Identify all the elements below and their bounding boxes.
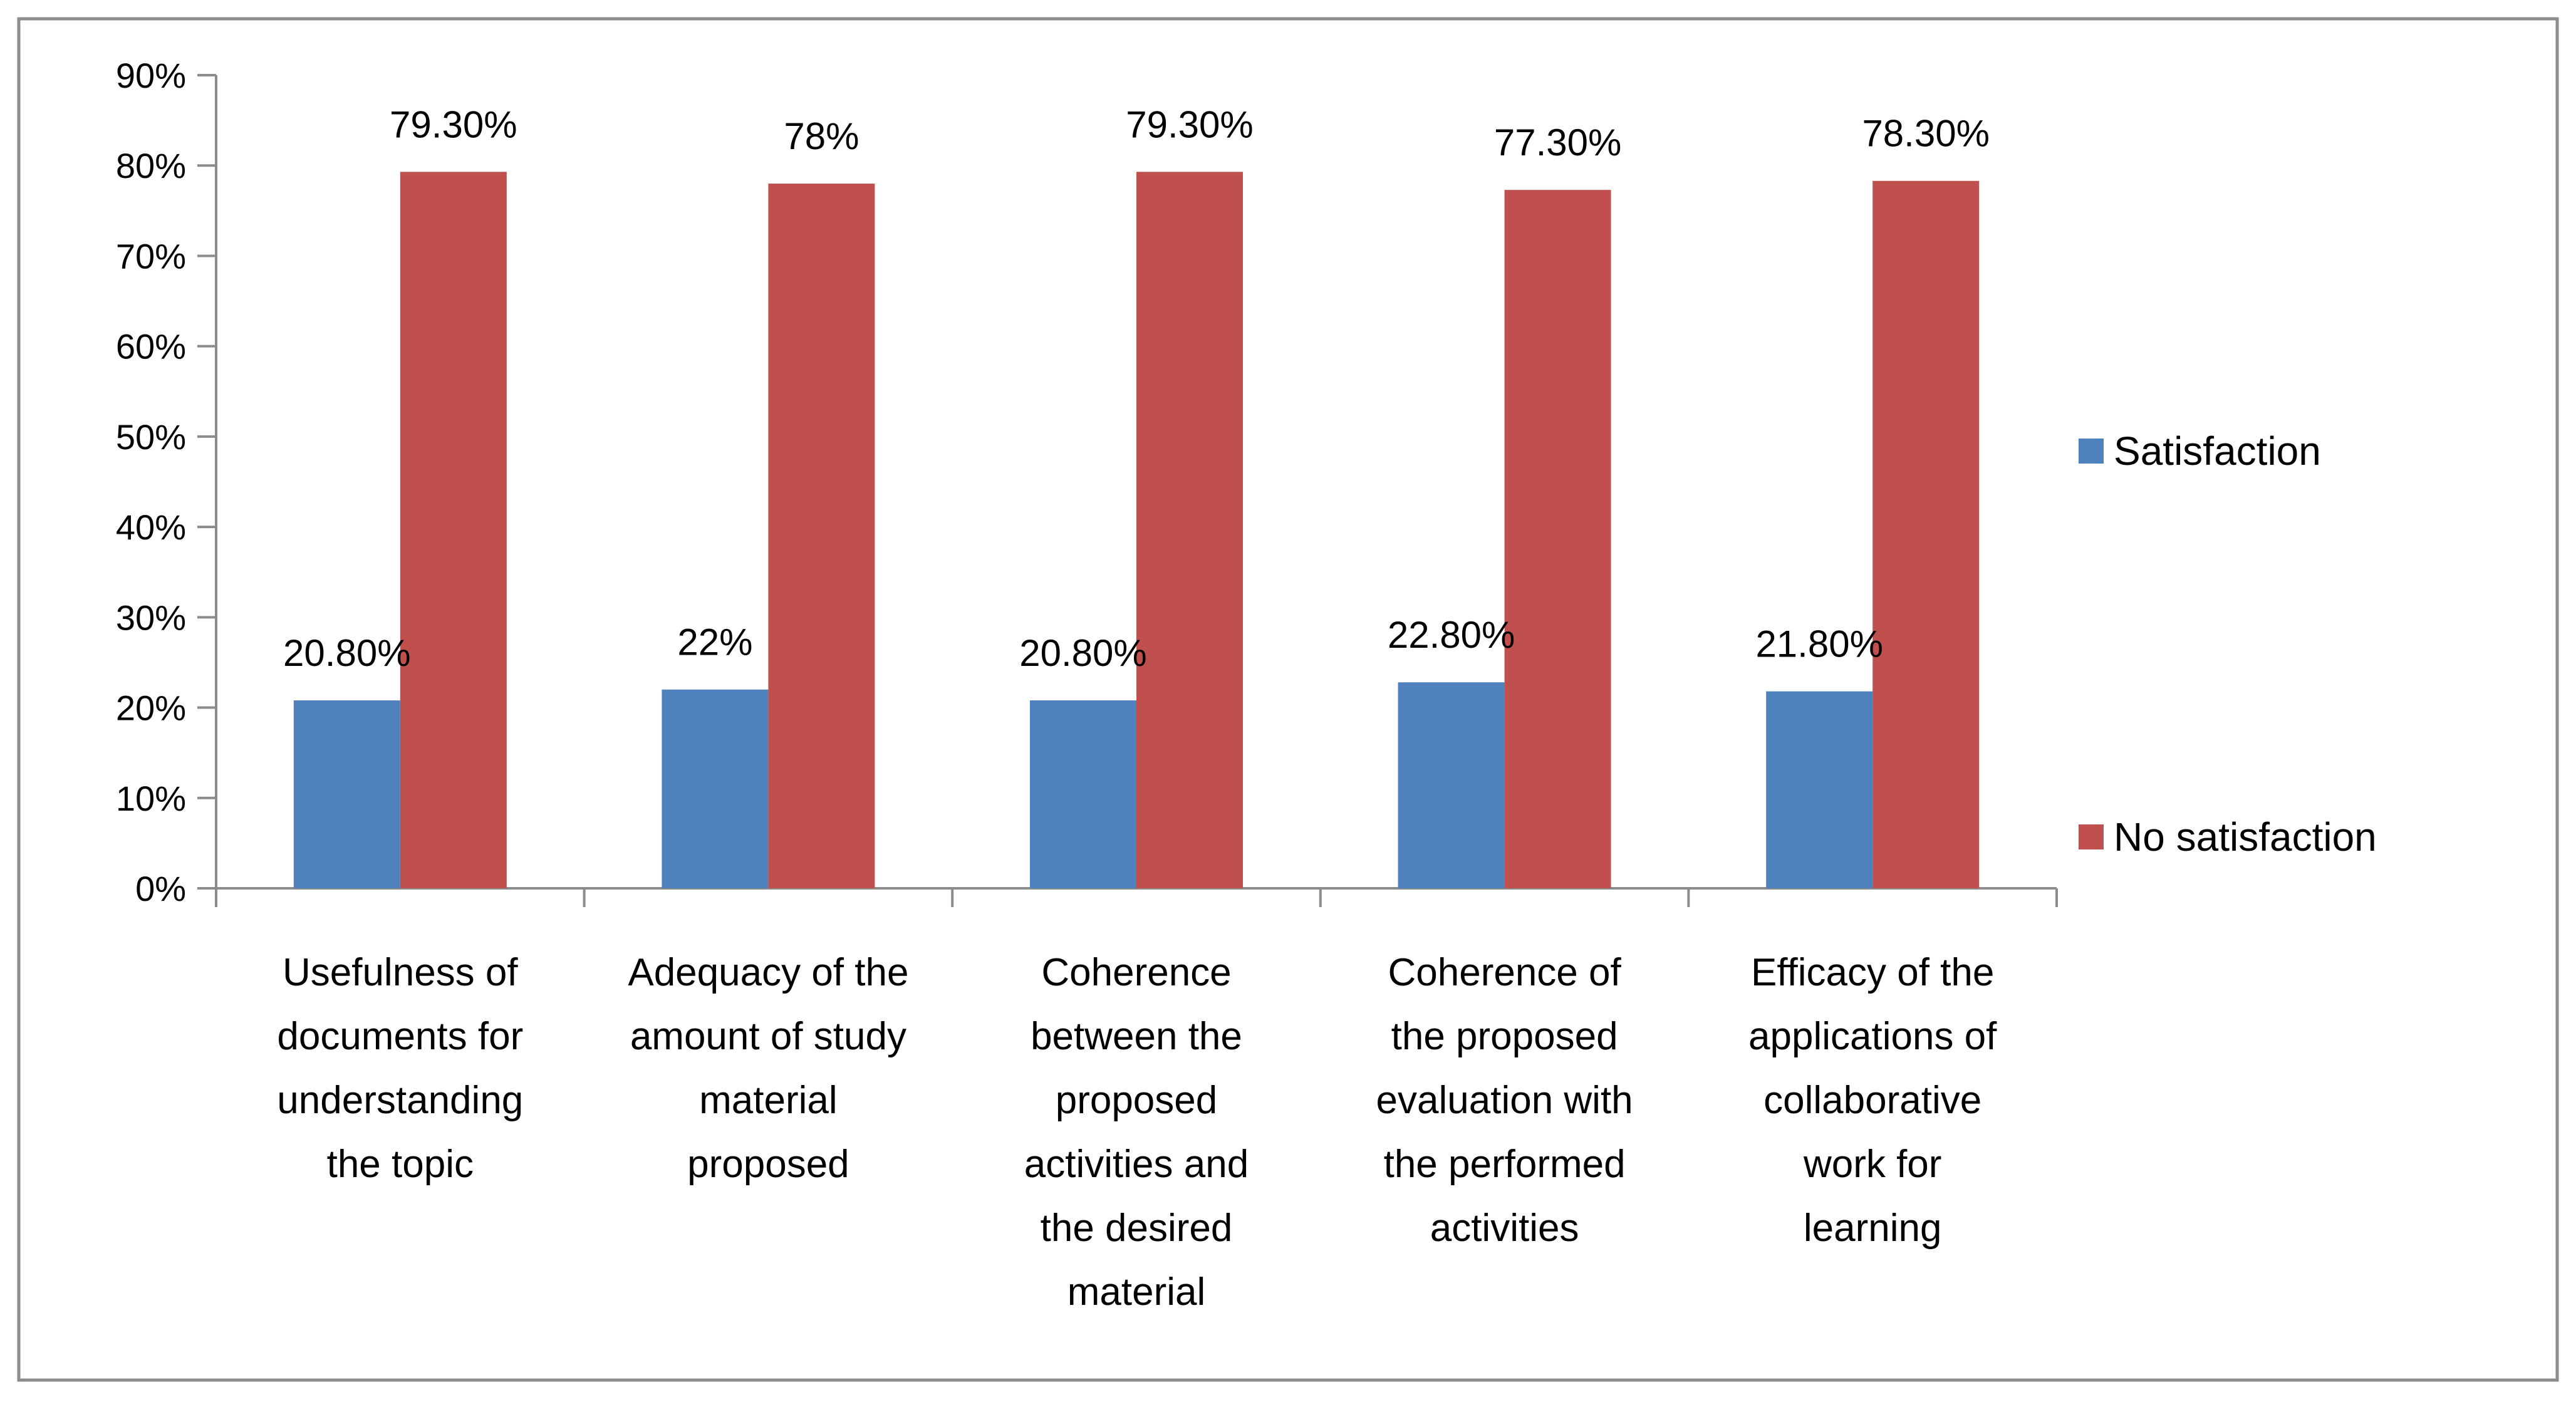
legend-label: Satisfaction xyxy=(2114,428,2321,474)
bar-no-satisfaction xyxy=(768,184,875,889)
data-label: 21.80% xyxy=(1755,623,1883,665)
category-labels: Usefulness of documents for understanding t… xyxy=(277,951,1997,1314)
data-label: 20.80% xyxy=(283,632,411,674)
y-tick-label: 50% xyxy=(116,417,186,457)
y-tick-label: 20% xyxy=(116,688,186,728)
data-label: 22.80% xyxy=(1388,614,1515,656)
data-label: 79.30% xyxy=(390,103,517,145)
bar-satisfaction xyxy=(293,700,400,888)
x-category-label: Efficacy of the applications of collaborat… xyxy=(1748,951,1997,1250)
bar-satisfaction xyxy=(1030,700,1136,888)
x-category-label: Coherence of the proposed evaluation with t… xyxy=(1376,951,1633,1250)
bar-no-satisfaction xyxy=(1136,172,1243,889)
bar-satisfaction xyxy=(1766,691,1873,888)
data-label: 78.30% xyxy=(1862,113,1990,155)
bar-no-satisfaction xyxy=(1872,180,1980,888)
bar-no-satisfaction xyxy=(1504,190,1611,888)
data-label: 22% xyxy=(677,621,752,663)
x-category-label: Usefulness of documents for understanding t… xyxy=(277,951,523,1186)
y-tick-label: 0% xyxy=(135,869,186,908)
data-label: 79.30% xyxy=(1126,103,1254,145)
legend: Satisfaction No satisfaction xyxy=(2079,428,2377,859)
legend-swatch-satisfaction xyxy=(2079,439,2104,464)
data-labels: 20.80% 79.30% 22% 78% 20.80% 79.30% 22.80% 77.3… xyxy=(283,103,1990,674)
data-label: 20.80% xyxy=(1019,632,1147,674)
y-tick-label: 10% xyxy=(116,779,186,818)
y-tick-label: 60% xyxy=(116,327,186,366)
legend-label: No satisfaction xyxy=(2114,814,2377,859)
y-tick-label: 40% xyxy=(116,507,186,547)
bar-satisfaction xyxy=(662,689,769,888)
y-tick-label: 80% xyxy=(116,146,186,185)
y-tick-label: 90% xyxy=(116,56,186,95)
bar-satisfaction xyxy=(1398,682,1505,888)
bars xyxy=(293,172,1980,889)
x-category-label: Coherence between the proposed activities a… xyxy=(1024,951,1249,1314)
data-label: 77.30% xyxy=(1494,122,1622,164)
x-category-label: Adequacy of the amount of study material pr… xyxy=(628,951,908,1186)
legend-swatch-no-satisfaction xyxy=(2079,824,2104,849)
y-tick-label: 30% xyxy=(116,598,186,637)
data-label: 78% xyxy=(784,115,859,157)
y-tick-label: 70% xyxy=(116,236,186,276)
bar-no-satisfaction xyxy=(400,172,507,889)
